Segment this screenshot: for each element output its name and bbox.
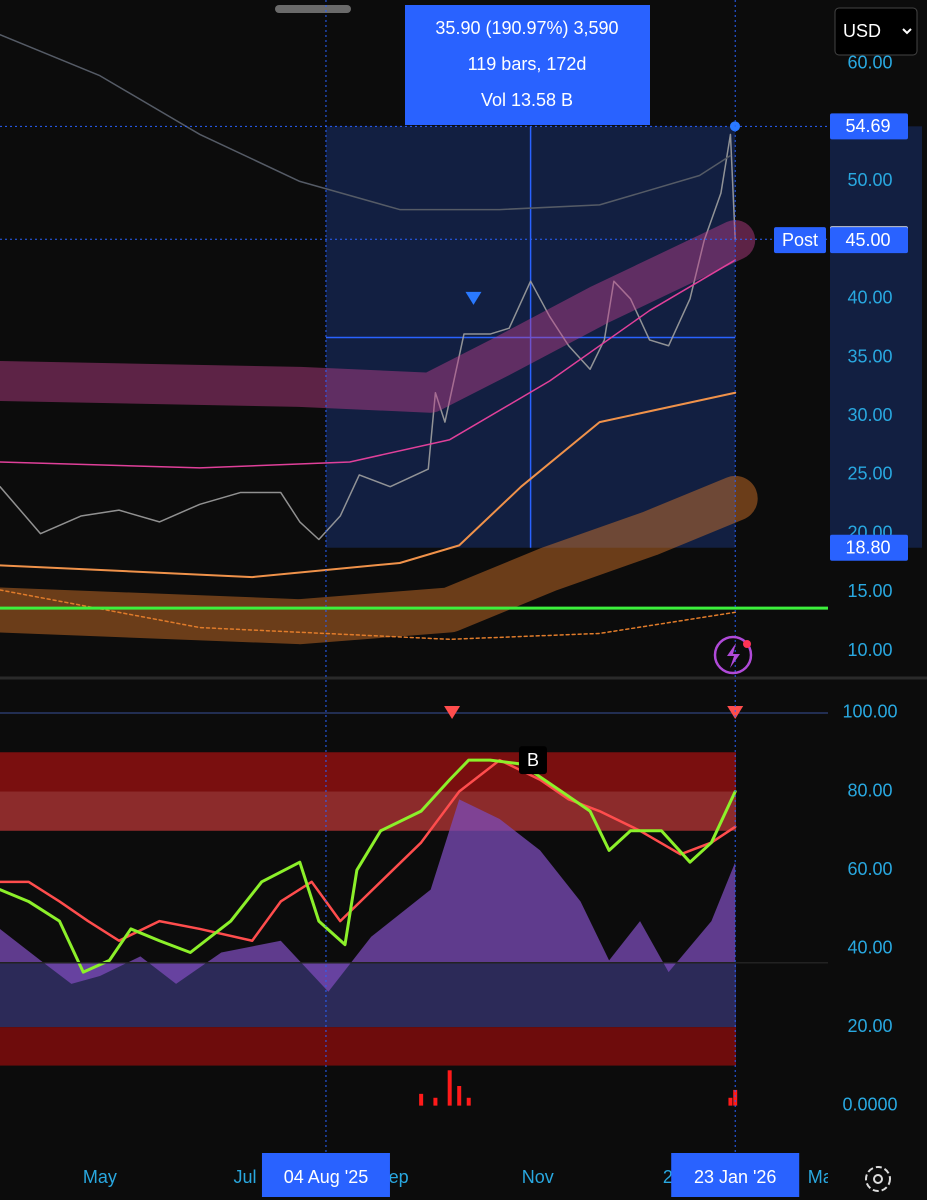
drag-handle[interactable] [275,5,351,13]
y-tick-label: 35.00 [847,346,892,366]
axis-mask [828,1155,927,1200]
y-tick-label: 80.00 [847,780,892,800]
panel: B [0,0,828,1155]
y-tick-label: 100.00 [842,702,897,722]
indicator-line [0,259,736,469]
settings-button[interactable] [865,1166,891,1192]
gear-outer [865,1166,891,1192]
y-tick-label: 0.0000 [842,1094,897,1114]
indicator-line [0,475,758,645]
histogram-bar [457,1085,462,1106]
signal-marker [727,705,744,719]
annotation-box [518,746,547,775]
y-tick-label: 60.00 [847,859,892,879]
measure-label: 35.90 (190.97%) 3,590 [435,18,618,38]
assistant-bolt [727,643,740,668]
currency-label: USD [843,21,881,41]
price-badge [830,113,908,140]
price-badge-text: 18.80 [845,537,890,557]
axis-range [830,126,922,548]
x-tick-label: May [83,1167,117,1187]
y-tick-label: 40.00 [847,288,892,308]
annotation-text: B [527,750,539,770]
indicator-line [0,220,756,413]
assistant-ring [713,635,753,675]
y-tick-label: 25.00 [847,464,892,484]
histogram-bar [419,1093,424,1106]
gear-inner [873,1174,883,1184]
histogram-bar [466,1097,471,1106]
currency-button-bg[interactable] [834,7,918,56]
overlay: 35.90 (190.97%) 3,590 119 bars, 172d Vol 1… [83,5,927,1200]
y-tick-label: 40.00 [847,937,892,957]
assistant-button[interactable] [713,635,753,675]
date-badge [261,1153,390,1197]
band [0,791,736,831]
band [0,962,736,1028]
measure-label: Vol 13.58 B [481,90,573,110]
indicator-line [0,33,732,211]
oscillator-area [0,799,736,992]
price-line [0,133,736,541]
date-badge-text: 23 Jan '26 [694,1167,777,1187]
assistant-dot [743,640,751,648]
histogram-bar [447,1070,452,1106]
signal-marker [465,291,482,305]
histogram-bar [733,1089,738,1106]
indicator-line [0,758,737,942]
price-badge-prefix: Post [782,230,818,250]
y-tick-label: 60.00 [847,53,892,73]
indicator-line [0,391,737,579]
signal-marker [444,705,461,719]
y-tick-label: 10.00 [847,640,892,660]
price-badge-text: 54.69 [845,116,890,136]
y-tick-label: 50.00 [847,170,892,190]
histogram-bar [728,1097,733,1106]
indicator-line [0,758,737,974]
price-badge [774,227,826,254]
band [0,1027,736,1066]
date-badge [671,1153,800,1197]
x-tick-label: Nov [522,1167,554,1187]
indicator-line [0,589,736,641]
chevron [902,28,912,35]
price-badge [830,534,908,561]
band [0,752,736,792]
y-tick-label: 30.00 [847,405,892,425]
histogram-bar [433,1097,438,1106]
currency-button[interactable]: USD [834,7,918,56]
price-badge [830,227,908,254]
date-badge-text: 04 Aug '25 [284,1167,369,1187]
x-tick-label: Jul [234,1167,257,1187]
y-tick-label: 20.00 [847,1016,892,1036]
price-badge-text: 45.00 [845,230,890,250]
measure-label: 119 bars, 172d [468,54,587,74]
measure-label-bg [405,5,650,125]
y-tick-label: 15.00 [847,581,892,601]
panel [0,33,922,645]
